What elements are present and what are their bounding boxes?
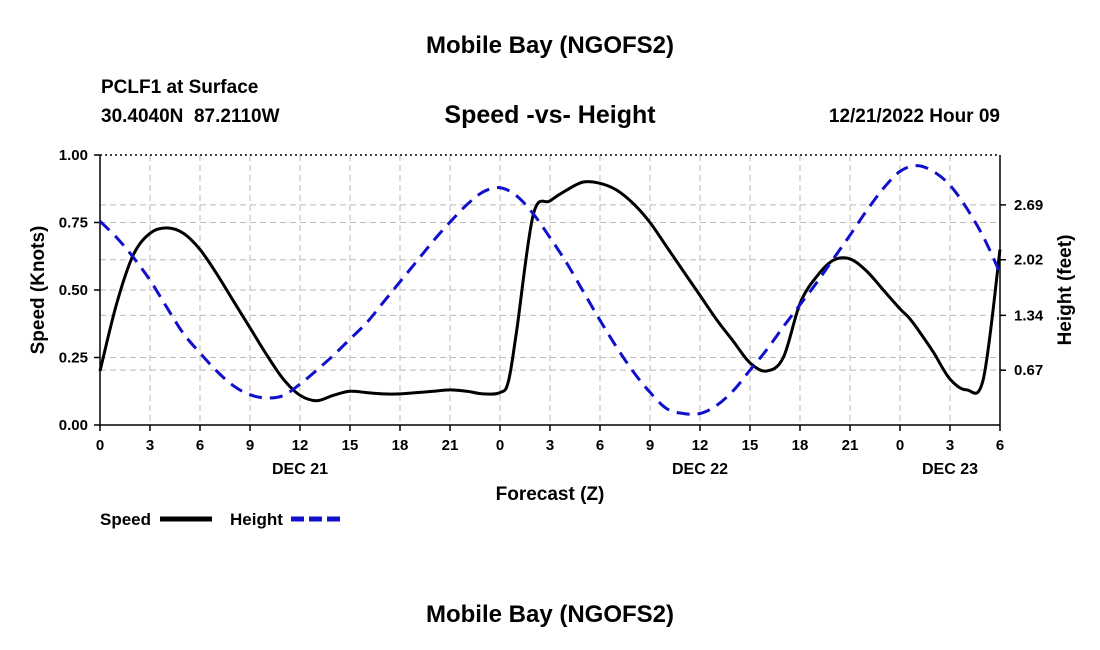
forecast-datetime: 12/21/2022 Hour 09 [828,106,1000,127]
x-tick-label: 6 [596,437,604,454]
y2-tick-label: 1.34 [1014,307,1044,324]
date-label: DEC 22 [672,461,728,478]
y2-tick-label: 2.69 [1014,197,1043,214]
x-tick-label: 12 [292,437,309,454]
legend-label-height: Height [230,510,283,529]
x-tick-label: 6 [996,437,1004,454]
x-tick-label: 3 [546,437,554,454]
y-tick-label: 0.25 [59,350,88,367]
x-tick-label: 3 [146,437,154,454]
x-axis-label: Forecast (Z) [496,484,605,505]
y2-tick-label: 0.67 [1014,362,1043,379]
y2-axis-label: Height (feet) [1055,235,1076,346]
series-line-speed [98,180,1002,403]
y2-tick-label: 2.02 [1014,252,1043,269]
x-tick-label: 21 [842,437,859,454]
x-tick-label: 21 [442,437,459,454]
coordinates-label: 30.4040N 87.2110W [101,106,280,127]
x-tick-label: 18 [792,437,809,454]
x-tick-label: 0 [96,437,104,454]
y-axis-label: Speed (Knots) [28,226,49,355]
y-tick-label: 0.00 [59,417,88,434]
y-tick-label: 1.00 [59,147,88,164]
legend-label-speed: Speed [100,510,151,529]
x-tick-label: 15 [342,437,359,454]
x-tick-label: 9 [246,437,254,454]
x-tick-label: 18 [392,437,409,454]
x-tick-label: 15 [742,437,759,454]
date-label: DEC 23 [922,461,978,478]
y-tick-label: 0.75 [59,215,88,232]
x-tick-label: 6 [196,437,204,454]
x-tick-label: 3 [946,437,954,454]
x-tick-label: 9 [646,437,654,454]
date-label: DEC 21 [272,461,328,478]
x-tick-label: 0 [496,437,504,454]
y-tick-label: 0.50 [59,282,88,299]
x-tick-label: 12 [692,437,709,454]
main-title: Mobile Bay (NGOFS2) [425,32,675,59]
x-tick-label: 0 [896,437,904,454]
bottom-title: Mobile Bay (NGOFS2) [425,601,675,628]
series-line-height [98,164,1002,416]
chart-subtitle: Speed -vs- Height [444,101,656,129]
station-label: PCLF1 at Surface [101,77,259,98]
